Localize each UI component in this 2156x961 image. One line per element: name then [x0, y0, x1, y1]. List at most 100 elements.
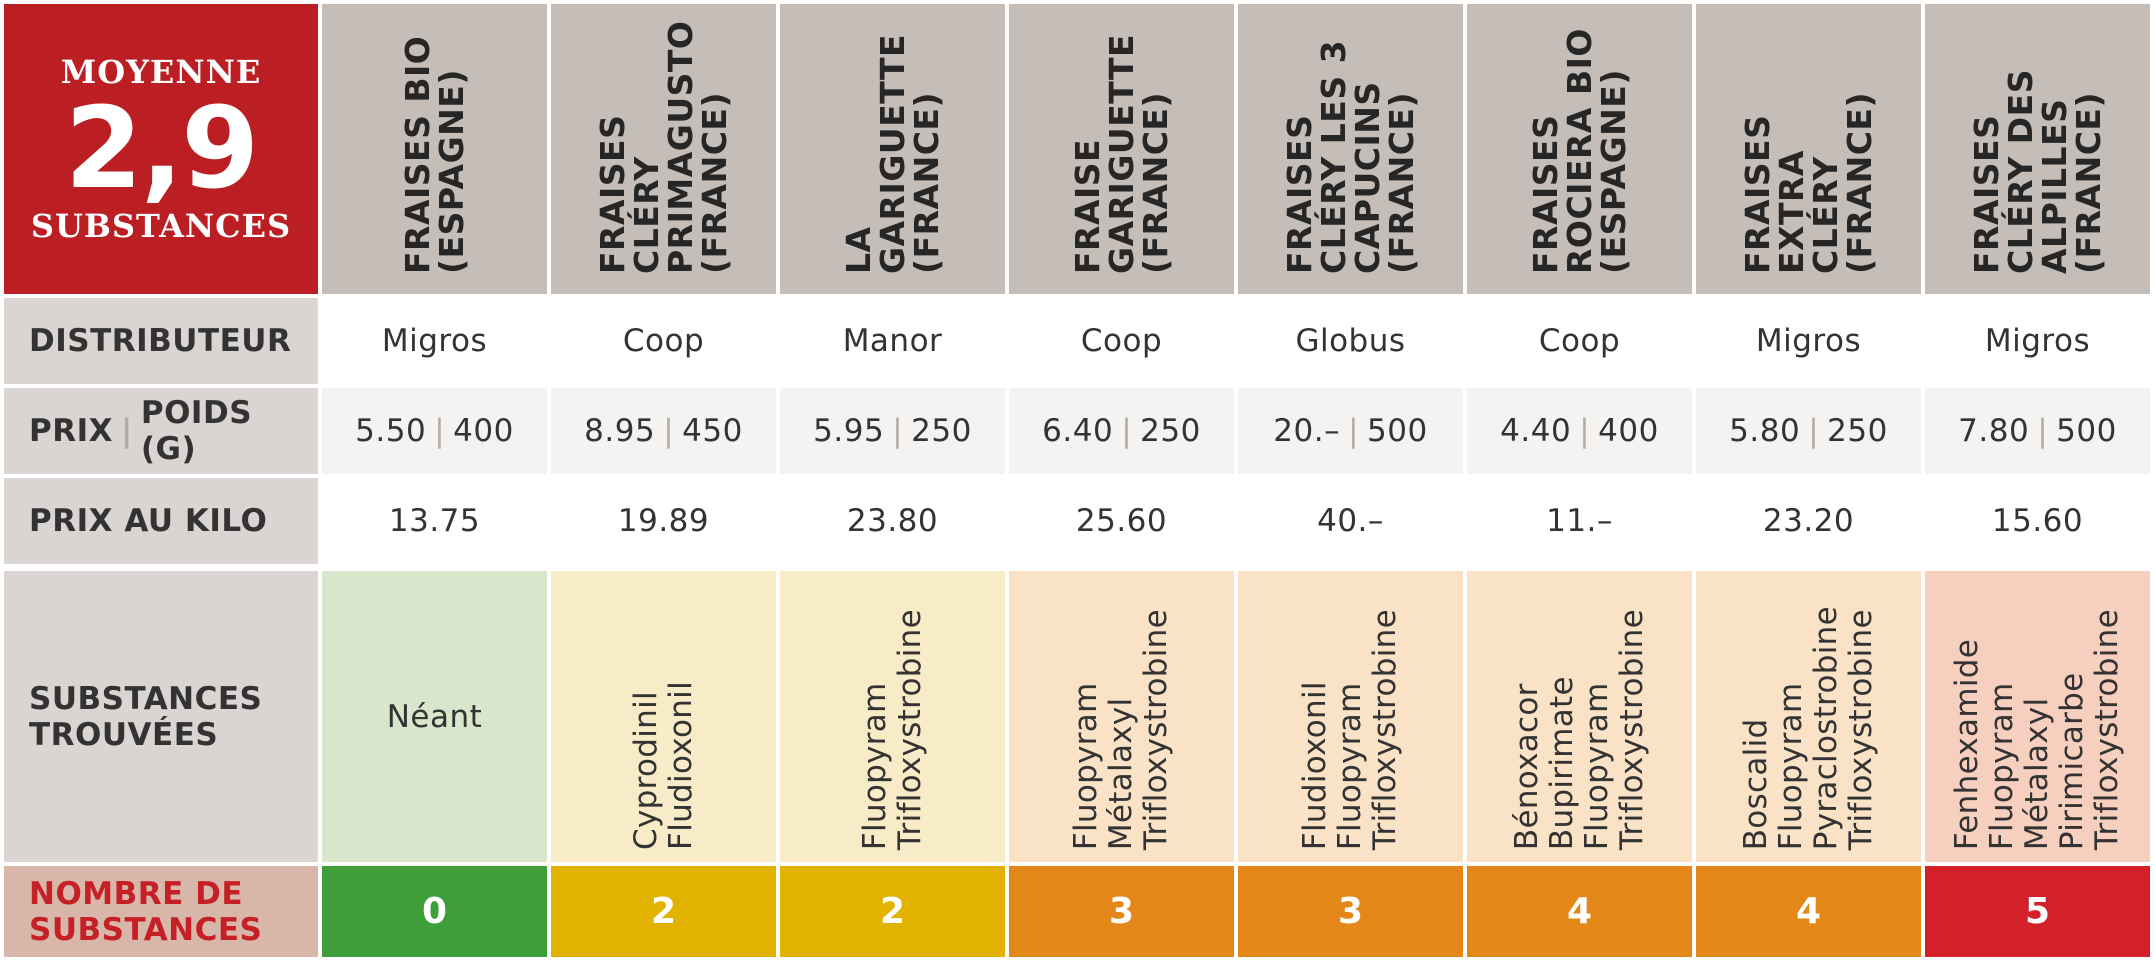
price-per-kilo-value: 40.– — [1317, 503, 1384, 539]
row-label-distributor: DISTRIBUTEUR — [4, 298, 318, 384]
substances-list: Fluopyram Métalaxyl Trifloxystrobine — [1068, 608, 1174, 850]
price-separator: | — [1808, 413, 1820, 449]
price-per-kilo-cell: 25.60 — [1009, 478, 1234, 564]
price-separator: | — [892, 413, 904, 449]
price-separator: | — [1579, 413, 1591, 449]
average-summary: MOYENNE 2,9 SUBSTANCES — [4, 4, 318, 294]
row-label-substance-count: NOMBRE DE SUBSTANCES — [4, 866, 318, 957]
substance-count-cell: 4 — [1467, 866, 1692, 957]
price-value: 8.95 — [584, 413, 656, 449]
weight-value: 250 — [911, 413, 972, 449]
price-per-kilo-value: 19.89 — [617, 503, 710, 539]
weight-value: 250 — [1140, 413, 1201, 449]
product-name: LA GARIGUETTE (FRANCE) — [838, 33, 946, 274]
price-separator: | — [2037, 413, 2049, 449]
product-header: LA GARIGUETTE (FRANCE) — [780, 4, 1005, 294]
substance-count-cell: 4 — [1696, 866, 1921, 957]
price-value: 7.80 — [1958, 413, 2030, 449]
distributor-cell: Coop — [551, 298, 776, 384]
substances-list: Bénoxacor Bupirimate Fluopyram Trifloxys… — [1508, 608, 1650, 850]
product-header: FRAISES CLÉRY DES ALPILLES (FRANCE) — [1925, 4, 2150, 294]
weight-value: 450 — [682, 413, 743, 449]
price-weight-cell: 20.– | 500 — [1238, 388, 1463, 474]
substance-count-cell: 2 — [551, 866, 776, 957]
substances-cell: Fludioxonil Fluopyram Trifloxystrobine — [1238, 571, 1463, 862]
price-per-kilo-cell: 40.– — [1238, 478, 1463, 564]
product-header: FRAISES EXTRA CLÉRY (FRANCE) — [1696, 4, 1921, 294]
price-weight-cell: 8.95 | 450 — [551, 388, 776, 474]
substance-count-cell: 5 — [1925, 866, 2150, 957]
product-name: FRAISES BIO (ESPAGNE) — [397, 35, 471, 274]
substances-list: Fluopyram Trifloxystrobine — [856, 608, 928, 850]
price-value: 4.40 — [1500, 413, 1572, 449]
price-per-kilo-value: 25.60 — [1075, 503, 1168, 539]
substance-count-value: 3 — [1337, 891, 1364, 932]
substances-list: Néant — [386, 698, 483, 735]
price-weight-cell: 7.80 | 500 — [1925, 388, 2150, 474]
price-value: 5.50 — [355, 413, 427, 449]
distributor-cell: Coop — [1009, 298, 1234, 384]
distributor-cell: Migros — [1696, 298, 1921, 384]
row-label-weight: POIDS (G) — [140, 395, 253, 467]
price-per-kilo-cell: 13.75 — [322, 478, 547, 564]
price-value: 20.– — [1273, 413, 1341, 449]
substances-cell: Fluopyram Métalaxyl Trifloxystrobine — [1009, 571, 1234, 862]
substance-count-value: 0 — [421, 891, 448, 932]
product-name: FRAISES ROCIERA BIO (ESPAGNE) — [1525, 28, 1633, 274]
distributor-value: Migros — [1984, 323, 2091, 359]
product-name: FRAISE GARIGUETTE (FRANCE) — [1067, 33, 1175, 274]
price-per-kilo-cell: 23.20 — [1696, 478, 1921, 564]
price-separator: | — [1121, 413, 1133, 449]
price-per-kilo-value: 23.20 — [1762, 503, 1855, 539]
distributor-value: Globus — [1295, 323, 1406, 359]
average-unit: SUBSTANCES — [30, 207, 292, 245]
weight-value: 400 — [1598, 413, 1659, 449]
substance-count-cell: 3 — [1238, 866, 1463, 957]
product-header: FRAISES CLÉRY LES 3 CAPUCINS (FRANCE) — [1238, 4, 1463, 294]
price-value: 6.40 — [1042, 413, 1114, 449]
price-separator: | — [1348, 413, 1360, 449]
substance-count-value: 5 — [2024, 891, 2051, 932]
substances-cell: Cyprodinil Fludioxonil — [551, 571, 776, 862]
substance-count-value: 2 — [879, 891, 906, 932]
substances-cell: Néant — [322, 571, 547, 862]
substances-cell: Bénoxacor Bupirimate Fluopyram Trifloxys… — [1467, 571, 1692, 862]
substances-list: Fludioxonil Fluopyram Trifloxystrobine — [1297, 608, 1403, 850]
distributor-value: Manor — [842, 323, 943, 359]
row-label-price-per-kilo: PRIX AU KILO — [4, 478, 318, 564]
distributor-value: Coop — [1080, 323, 1163, 359]
weight-value: 250 — [1827, 413, 1888, 449]
product-name: FRAISES CLÉRY DES ALPILLES (FRANCE) — [1966, 69, 2108, 274]
price-per-kilo-cell: 15.60 — [1925, 478, 2150, 564]
price-per-kilo-value: 13.75 — [388, 503, 481, 539]
distributor-cell: Globus — [1238, 298, 1463, 384]
distributor-cell: Migros — [322, 298, 547, 384]
distributor-value: Coop — [1538, 323, 1621, 359]
distributor-value: Coop — [622, 323, 705, 359]
price-weight-cell: 5.50 | 400 — [322, 388, 547, 474]
price-weight-cell: 5.80 | 250 — [1696, 388, 1921, 474]
product-header: FRAISES ROCIERA BIO (ESPAGNE) — [1467, 4, 1692, 294]
average-label: MOYENNE — [60, 53, 262, 91]
product-header: FRAISES BIO (ESPAGNE) — [322, 4, 547, 294]
product-name: FRAISES CLÉRY LES 3 CAPUCINS (FRANCE) — [1279, 39, 1421, 274]
price-value: 5.95 — [813, 413, 885, 449]
price-separator: | — [434, 413, 446, 449]
weight-value: 400 — [453, 413, 514, 449]
substances-cell: Fenhexamide Fluopyram Métalaxyl Pirimica… — [1925, 571, 2150, 862]
substances-list: Boscalid Fluopyram Pyraclostrobine Trifl… — [1737, 605, 1879, 850]
substance-count-value: 4 — [1566, 891, 1593, 932]
substances-list: Cyprodinil Fludioxonil — [627, 681, 699, 850]
weight-value: 500 — [1367, 413, 1428, 449]
product-name: FRAISES EXTRA CLÉRY (FRANCE) — [1737, 91, 1879, 274]
price-separator: | — [663, 413, 675, 449]
substances-cell: Fluopyram Trifloxystrobine — [780, 571, 1005, 862]
distributor-value: Migros — [381, 323, 488, 359]
price-weight-cell: 4.40 | 400 — [1467, 388, 1692, 474]
weight-value: 500 — [2056, 413, 2117, 449]
price-per-kilo-value: 15.60 — [1991, 503, 2084, 539]
row-label-price-weight: PRIX | POIDS (G) — [4, 388, 318, 474]
price-value: 5.80 — [1729, 413, 1801, 449]
product-header: FRAISES CLÉRY PRIMAGUSTO (FRANCE) — [551, 4, 776, 294]
